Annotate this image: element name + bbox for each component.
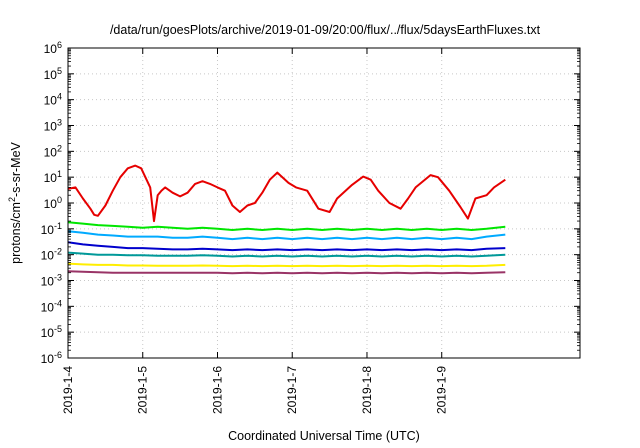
- y-tick-label-exponent: -1: [54, 221, 62, 231]
- y-tick-label-exponent: 6: [57, 40, 62, 50]
- y-tick-label: 106: [44, 40, 62, 56]
- y-axis-tick-labels: 10-610-510-410-310-210-11001011021031041…: [41, 40, 62, 366]
- y-tick-label-base: 10: [41, 275, 55, 289]
- y-tick-label-exponent: -4: [54, 298, 62, 308]
- y-tick-label-exponent: 2: [57, 143, 62, 153]
- y-axis-title: protons/cm2-s-sr-MeV: [7, 141, 23, 263]
- axis-ticks: [67, 47, 580, 359]
- y-tick-label: 10-6: [41, 350, 62, 366]
- grid: [68, 48, 580, 358]
- y-tick-label-exponent: -6: [54, 350, 62, 360]
- y-tick-label-exponent: -2: [54, 247, 62, 257]
- y-tick-label: 10-5: [41, 324, 62, 340]
- y-tick-label: 10-3: [41, 273, 62, 289]
- y-tick-label-base: 10: [44, 120, 58, 134]
- series-line-2: [67, 221, 506, 231]
- y-tick-label: 10-1: [41, 221, 62, 237]
- y-tick-label-base: 10: [41, 352, 55, 366]
- y-axis-title-part-2: -s-sr-MeV: [9, 141, 23, 197]
- y-tick-label: 10-2: [41, 247, 62, 263]
- y-tick-label-base: 10: [41, 223, 55, 237]
- x-axis-tick-labels: 2019-1-4 2019-1-5 2019-1-6 2019-1-7 2019-1-8…: [61, 366, 449, 414]
- series-line-7: [67, 270, 506, 275]
- y-tick-label-exponent: 4: [57, 92, 62, 102]
- y-tick-label: 103: [44, 118, 62, 134]
- y-tick-label: 101: [44, 169, 62, 185]
- series-layer: [67, 164, 506, 275]
- series-line-5: [67, 251, 506, 258]
- x-tick-label: 2019-1-5: [136, 366, 150, 414]
- y-tick-label-exponent: 1: [57, 169, 62, 179]
- y-tick-label-base: 10: [41, 249, 55, 263]
- y-tick-label: 105: [44, 66, 62, 82]
- x-axis-title: Coordinated Universal Time (UTC): [228, 429, 420, 443]
- y-tick-label-exponent: 3: [57, 118, 62, 128]
- y-tick-label-base: 10: [44, 145, 58, 159]
- y-tick-label-base: 10: [44, 197, 58, 211]
- series-line-4: [67, 241, 506, 252]
- x-tick-label: 2019-1-6: [210, 366, 224, 414]
- y-axis-title-part-1: protons/cm: [9, 202, 23, 264]
- y-tick-label-exponent: -5: [54, 324, 62, 334]
- series-line-1: [67, 164, 506, 223]
- chart-title: /data/run/goesPlots/archive/2019-01-09/2…: [110, 23, 541, 37]
- y-tick-label-exponent: 0: [57, 195, 62, 205]
- y-tick-label-base: 10: [44, 171, 58, 185]
- y-tick-label: 102: [44, 143, 62, 159]
- y-tick-label-base: 10: [44, 42, 58, 56]
- y-tick-label-base: 10: [44, 68, 58, 82]
- series-line-6: [67, 262, 506, 268]
- x-tick-label: 2019-1-7: [285, 366, 299, 414]
- y-tick-label-base: 10: [41, 326, 55, 340]
- y-tick-label-base: 10: [41, 300, 55, 314]
- y-tick-label: 10-4: [41, 298, 62, 314]
- y-tick-label-exponent: -3: [54, 273, 62, 283]
- x-tick-label: 2019-1-4: [61, 366, 75, 414]
- y-tick-label-exponent: 5: [57, 66, 62, 76]
- y-tick-label: 100: [44, 195, 62, 211]
- y-axis-title-superscript: 2: [7, 197, 17, 202]
- y-tick-label: 104: [44, 92, 62, 108]
- series-line-3: [67, 230, 506, 241]
- x-tick-label: 2019-1-9: [435, 366, 449, 414]
- y-tick-label-base: 10: [44, 94, 58, 108]
- x-tick-label: 2019-1-8: [360, 366, 374, 414]
